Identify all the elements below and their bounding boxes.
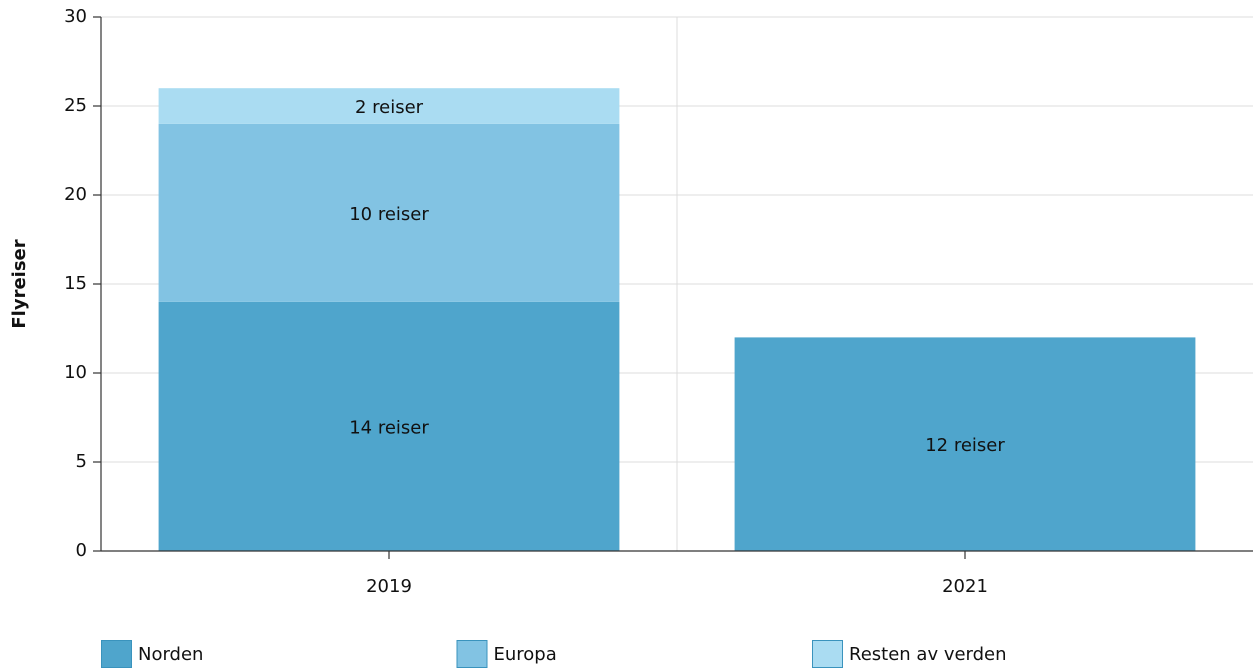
y-tick-label: 30 <box>64 6 87 27</box>
data-label: 12 reiser <box>925 435 1005 456</box>
data-label: 2 reiser <box>355 97 424 118</box>
y-tick-label: 10 <box>64 362 87 383</box>
y-tick-label: 0 <box>76 540 87 561</box>
legend-swatch <box>812 640 843 668</box>
legend-swatch <box>101 640 132 668</box>
data-label: 14 reiser <box>349 417 429 438</box>
bar-segment <box>158 88 620 124</box>
legend-label: Resten av verden <box>849 644 1007 665</box>
y-tick-label: 5 <box>76 451 87 472</box>
x-tick-label: 2021 <box>942 576 988 597</box>
data-label: 10 reiser <box>349 204 429 225</box>
y-tick-label: 20 <box>64 184 87 205</box>
legend-swatch <box>456 640 488 668</box>
y-tick-label: 15 <box>64 273 87 294</box>
bar-segment <box>734 337 1196 551</box>
y-axis-label: Flyreiser <box>9 239 30 328</box>
bar-segment <box>158 301 620 551</box>
x-tick-label: 2019 <box>366 576 412 597</box>
legend-label: Europa <box>494 644 557 665</box>
y-tick-label: 25 <box>64 95 87 116</box>
bar-segment <box>158 123 620 302</box>
legend-label: Norden <box>138 644 203 665</box>
